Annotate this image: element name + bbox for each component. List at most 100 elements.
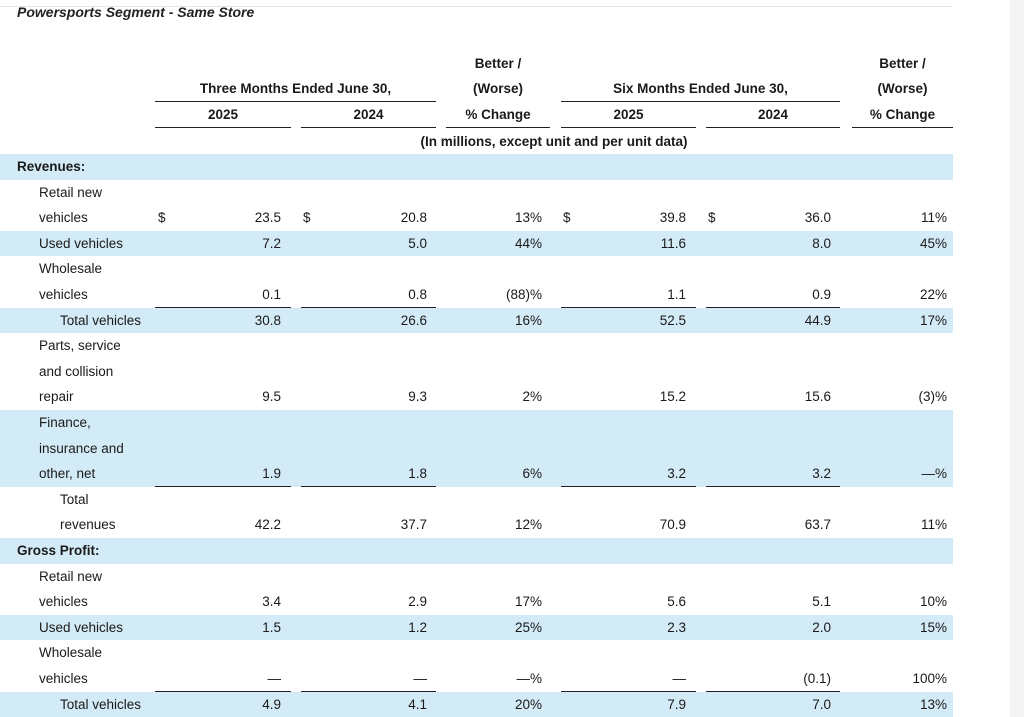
table-row: Wholesale [0,640,953,666]
cell-s25: 52.5 [659,312,686,328]
cell-q24: 20.8 [400,210,427,226]
cell-q24: 5.0 [408,235,427,251]
subtotal-underline [706,486,840,488]
row-label: Total vehicles [60,312,142,328]
q-2024-underline [301,127,436,128]
cell-q25: 23.5 [254,210,281,226]
s-2025-header: 2025 [613,107,644,122]
table-row: revenues 42.2 37.7 12% 70.9 63.7 11% [0,512,953,538]
better-worse-header-line1-six: Better / [879,56,926,71]
cell-schg: (3)% [918,389,947,405]
row-label: vehicles [39,210,88,226]
cell-s24: 63.7 [804,517,831,533]
table-row: vehicles 0.1 0.8 (88)% 1.1 0.9 22% [0,282,953,308]
cell-q24: 0.8 [408,287,427,302]
row-label: Finance, [39,415,91,430]
cell-s24: (0.1) [803,671,831,686]
cell-q25: 3.4 [262,594,281,610]
cell-qchg: 25% [514,619,542,635]
six-months-header: Six Months Ended June 30, [613,81,788,96]
cell-q24: 9.3 [408,389,427,405]
table-row: Used vehicles 7.2 5.0 44% 11.6 8.0 45% [0,230,953,257]
table-row: and collision [0,359,953,385]
q-2024-header: 2024 [353,107,384,122]
three-months-underline [155,101,436,102]
row-label: Parts, service [39,338,121,354]
row-label: Used vehicles [39,235,124,251]
section-row: Revenues: [0,154,953,180]
table-row: Finance, [0,410,953,436]
table-row: Total vehicles 4.9 4.1 20% 7.9 7.0 13% [0,691,953,717]
cell-q24: 37.7 [400,517,427,533]
table-row: Retail new [0,564,953,590]
currency-symbol: $ [708,210,716,226]
row-label: Retail new [39,184,103,200]
cell-s25: 39.8 [659,210,686,226]
cell-q25: 1.9 [262,466,281,482]
row-label: other, net [39,466,96,482]
cell-schg: 100% [912,671,947,686]
scrollbar-track[interactable] [1010,0,1024,717]
s-2025-underline [561,127,696,128]
currency-symbol: $ [303,210,311,226]
section-label: Gross Profit: [17,543,100,558]
cell-qchg: 44% [514,235,542,251]
cell-s24: 3.2 [812,466,831,482]
table-row: insurance and [0,435,953,462]
cell-schg: 11% [920,517,947,533]
s-2024-underline [706,127,840,128]
cell-q25: 7.2 [262,235,281,251]
table-row: Total vehicles 30.8 26.6 16% 52.5 44.9 17% [0,307,953,334]
cell-s24: 0.9 [812,287,831,302]
top-divider [0,6,953,7]
cell-q24: 1.8 [408,466,427,482]
cell-s24: 8.0 [812,235,831,251]
cell-q25: — [267,671,282,686]
q-change-underline [446,127,550,128]
cell-qchg: —% [516,671,542,686]
pct-change-header-six: % Change [869,107,936,122]
section-label: Revenues: [17,159,86,174]
section-row: Gross Profit: [0,538,953,564]
cell-q25: 4.9 [262,696,281,712]
cell-q25: 30.8 [254,312,281,328]
subtotal-underline [301,307,436,308]
subtotal-underline [561,307,696,308]
cell-schg: 45% [919,235,947,251]
cell-qchg: 20% [514,696,542,712]
table-row: vehicles — — —% — (0.1) 100% [0,666,953,692]
table-row: Used vehicles 1.5 1.2 25% 2.3 2.0 15% [0,614,953,641]
cell-q24: 2.9 [408,594,427,610]
subtotal-underline [155,307,291,308]
table-row: repair 9.5 9.3 2% 15.2 15.6 (3)% [0,384,953,410]
subtotal-underline [561,486,696,488]
cell-schg: 11% [920,210,947,226]
row-label: Retail new [39,568,103,584]
cell-s25: 3.2 [667,466,686,482]
cell-qchg: 6% [522,466,542,482]
cell-s25: 2.3 [667,619,686,635]
subtotal-underline [155,691,291,692]
three-months-header: Three Months Ended June 30, [199,81,392,96]
table-row: Wholesale [0,256,953,282]
better-worse-header-line2-six: (Worse) [877,81,928,96]
subtotal-underline [301,691,436,692]
cell-s24: 44.9 [804,312,831,328]
table-row: other, net 1.9 1.8 6% 3.2 3.2 —% [0,461,953,488]
row-label: repair [39,389,74,405]
cell-q25: 42.2 [254,517,281,533]
cell-qchg: 16% [514,312,542,328]
cell-s24: 36.0 [804,210,831,226]
cell-q24: 26.6 [400,312,427,328]
cell-qchg: 12% [514,517,542,533]
cell-s24: 7.0 [812,696,831,712]
row-label: Wholesale [39,261,103,277]
cell-qchg: 2% [522,389,542,405]
row-label: and collision [39,363,114,379]
s-2024-header: 2024 [757,107,789,122]
cell-s24: 15.6 [804,389,831,405]
row-label: vehicles [39,594,88,610]
units-note: (In millions, except unit and per unit d… [420,134,688,149]
table-row: Retail new [0,180,953,206]
row-label: Total [60,491,89,507]
